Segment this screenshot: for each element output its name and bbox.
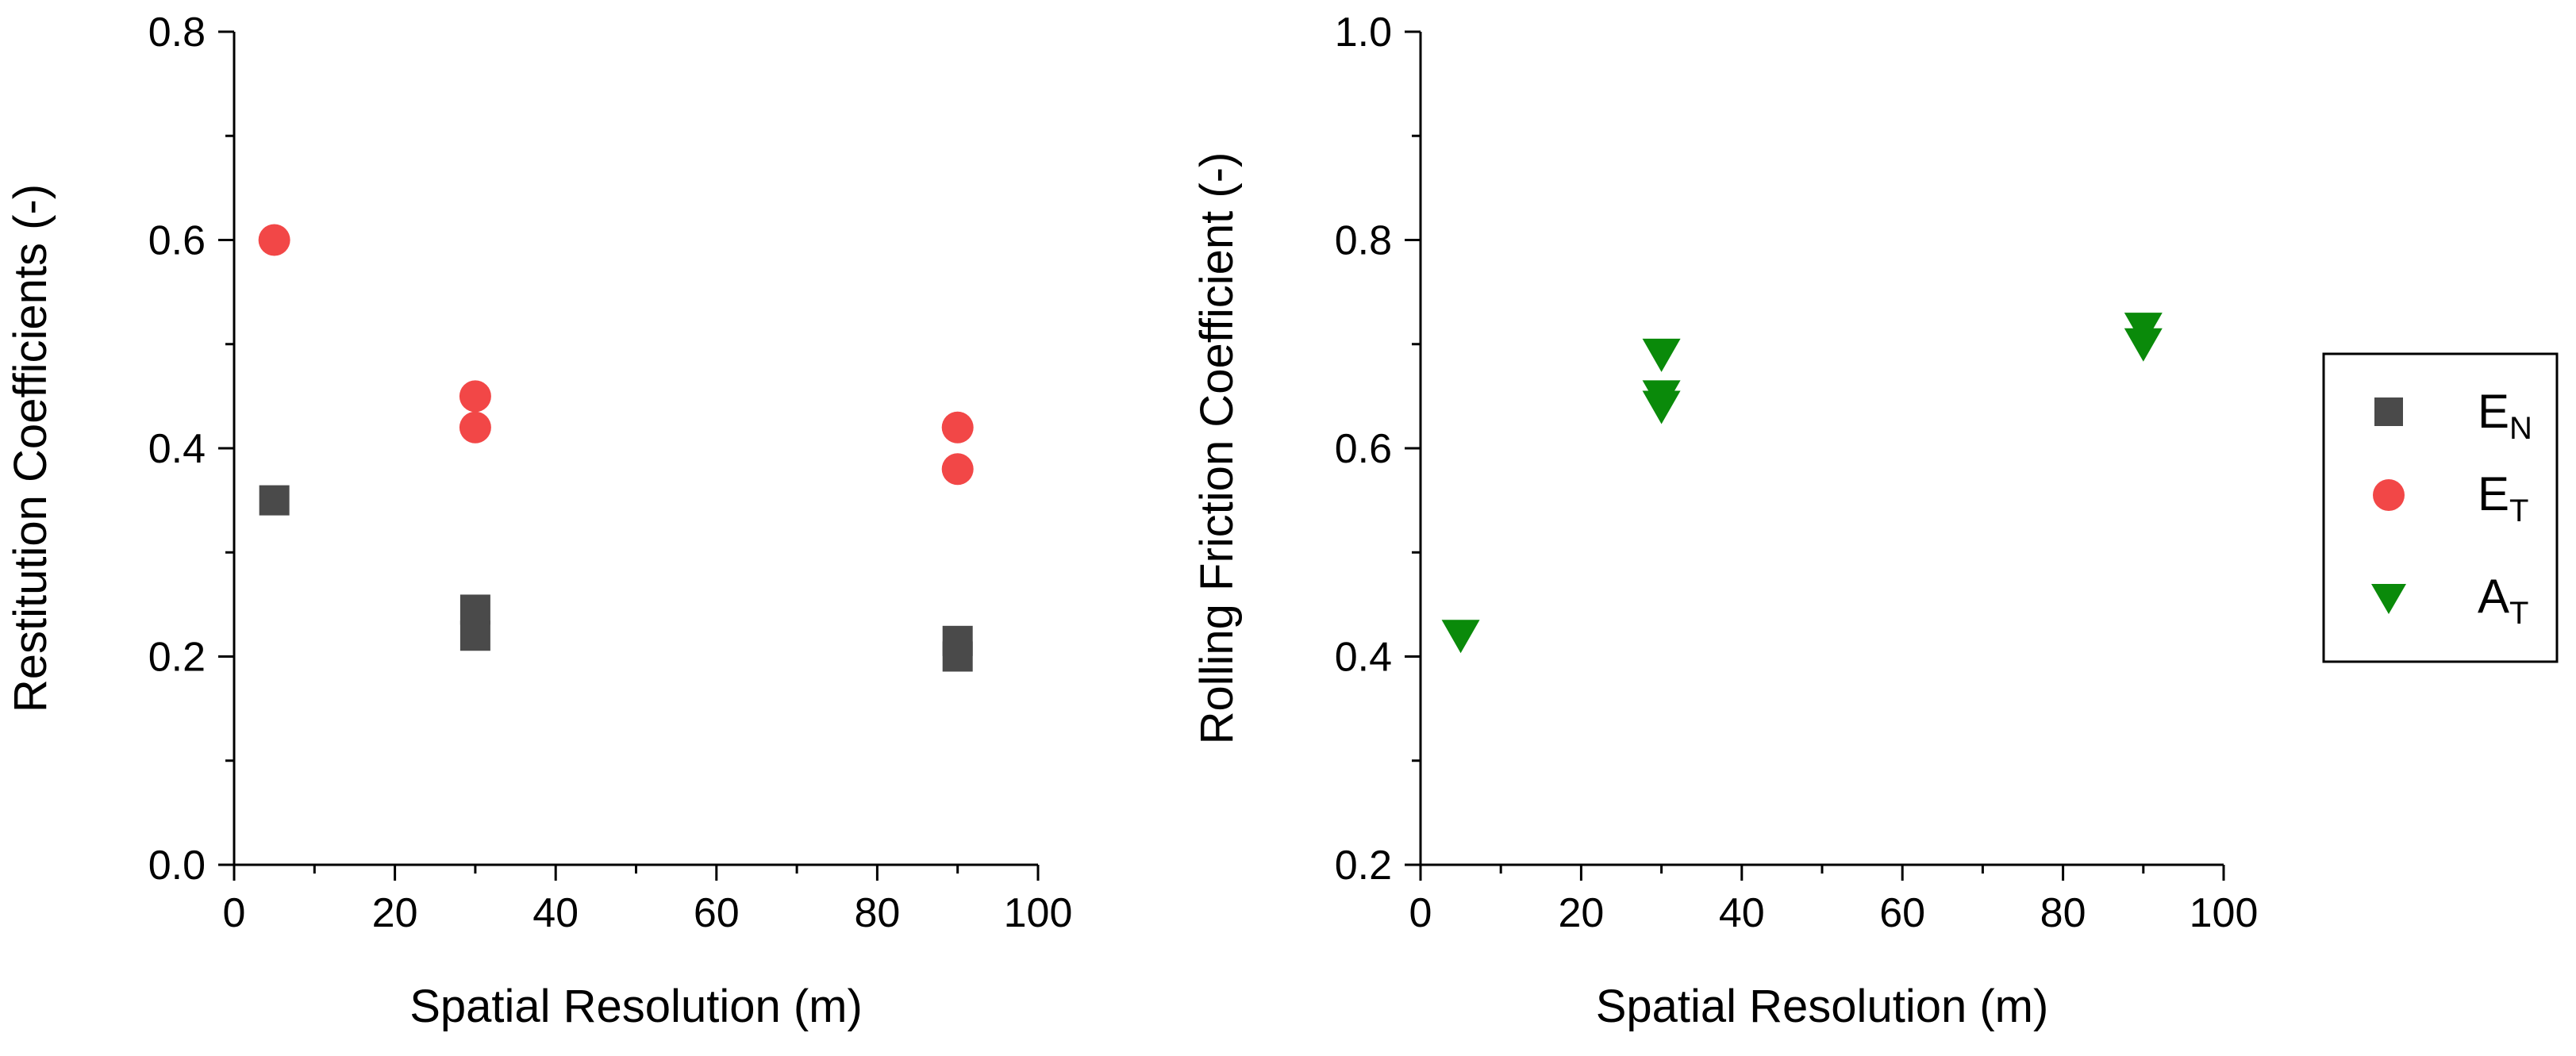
point-a-t (2124, 328, 2163, 362)
point-a-t (1642, 390, 1681, 424)
point-e-n (459, 620, 490, 651)
legend-label-en-main: E (2478, 385, 2509, 438)
right-y-tick-label: 0.4 (1335, 635, 1392, 681)
left-y-tick-label: 0.6 (148, 218, 206, 264)
left-x-tick-label: 60 (694, 890, 740, 936)
right-y-tick-label: 0.6 (1335, 426, 1392, 472)
legend-label-et-main: E (2478, 467, 2509, 520)
point-e-t (941, 453, 974, 486)
left-y-tick-label: 0.8 (148, 10, 206, 56)
point-e-t (459, 380, 491, 413)
legend-label-en-sub: N (2509, 411, 2532, 446)
legend-label-en: EN (2478, 385, 2532, 446)
point-e-n (259, 485, 290, 516)
legend-marker-at (2371, 584, 2406, 614)
rolling-friction-chart: 0 20 40 60 80 100 0.2 0.4 0.6 0.8 1.0 Spatial Resol… (1191, 10, 2258, 1032)
right-x-tick-label: 100 (2190, 890, 2259, 936)
legend-marker-en (2374, 397, 2403, 426)
point-a-t (1642, 338, 1681, 372)
left-y-tick-label: 0.2 (148, 635, 206, 681)
right-x-tick-label: 20 (1558, 890, 1604, 936)
point-e-n (459, 594, 490, 625)
right-x-tick-label: 80 (2040, 890, 2086, 936)
left-y-tick-label: 0.4 (148, 426, 206, 472)
right-y-axis-title: Rolling Friction Coefficient (-) (1191, 152, 1243, 745)
legend: EN ET AT (2322, 352, 2559, 663)
right-x-tick-label: 40 (1719, 890, 1765, 936)
left-x-tick-label: 80 (854, 890, 900, 936)
left-y-axis-title: Restitution Coefficients (-) (5, 184, 56, 712)
legend-label-at-main: A (2478, 570, 2509, 623)
point-e-n (942, 641, 973, 672)
legend-label-et-sub: T (2509, 493, 2528, 528)
right-y-tick-label: 0.8 (1335, 218, 1392, 264)
point-e-t (459, 411, 491, 444)
right-x-tick-label: 60 (1879, 890, 1925, 936)
left-x-tick-label: 20 (372, 890, 418, 936)
left-x-tick-label: 40 (533, 890, 579, 936)
right-y-tick-label: 1.0 (1335, 10, 1392, 56)
left-x-tick-label: 100 (1004, 890, 1073, 936)
legend-marker-et (2373, 479, 2405, 511)
right-x-axis-title: Spatial Resolution (m) (1596, 981, 2049, 1032)
legend-label-et: ET (2478, 467, 2528, 528)
legend-box (2322, 352, 2559, 663)
left-x-tick-label: 0 (223, 890, 246, 936)
left-y-tick-label: 0.0 (148, 843, 206, 889)
point-e-t (941, 411, 974, 444)
legend-label-at: AT (2478, 570, 2528, 631)
left-x-axis-title: Spatial Resolution (m) (409, 981, 863, 1032)
legend-label-at-sub: T (2509, 596, 2528, 631)
point-e-t (258, 224, 290, 256)
right-x-tick-label: 0 (1409, 890, 1432, 936)
right-y-tick-label: 0.2 (1335, 843, 1392, 889)
restitution-chart: 0 20 40 60 80 100 0.0 0.2 0.4 0.6 0.8 Spatial Resol… (5, 10, 1072, 1032)
point-a-t (1441, 620, 1480, 654)
